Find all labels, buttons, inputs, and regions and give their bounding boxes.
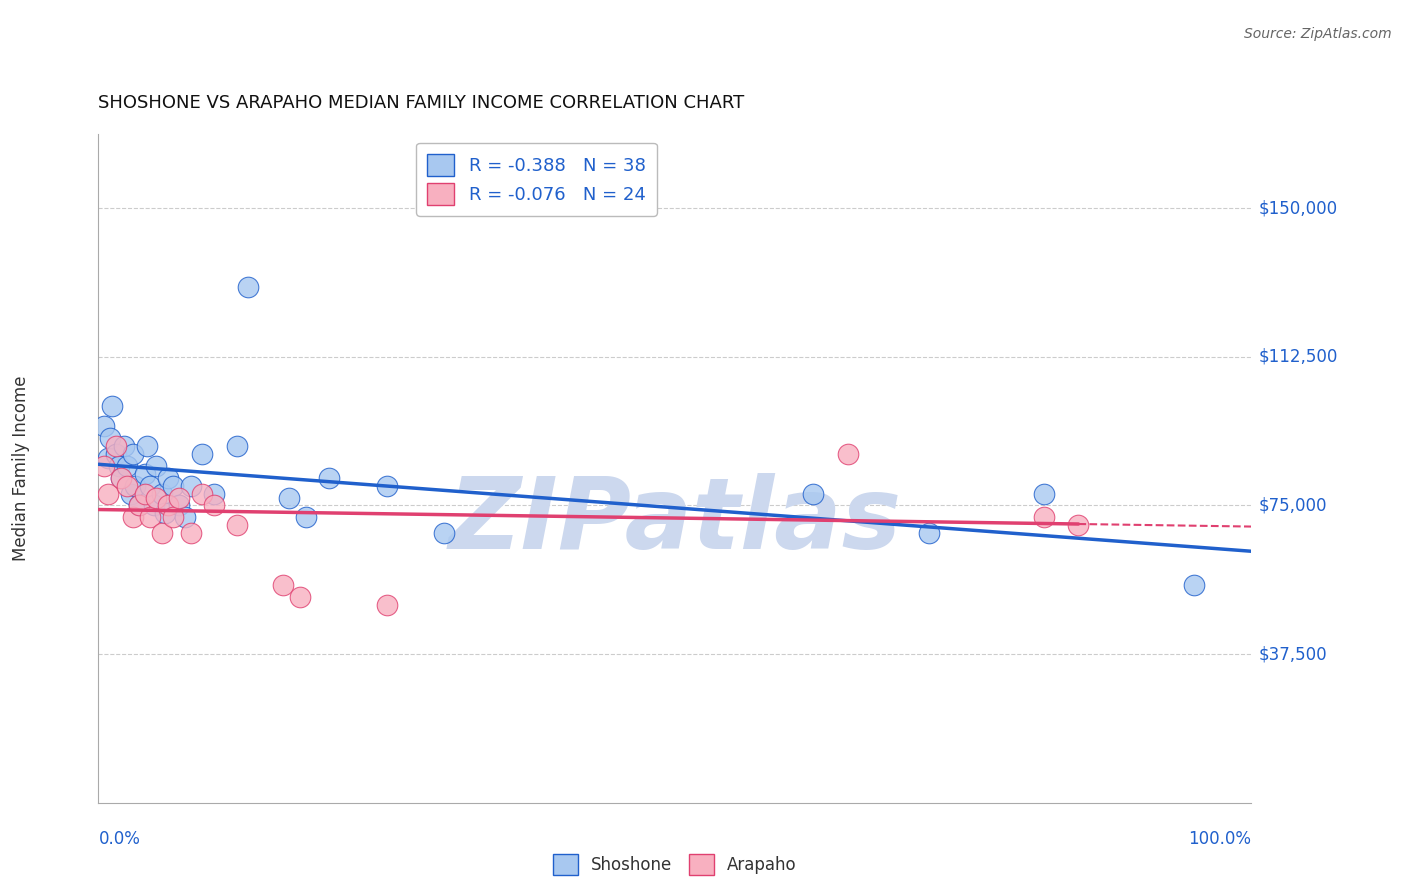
Point [145,458,167,473]
Point [167,491,190,505]
Point [156,471,179,485]
Point [1032,510,1054,524]
Point [1067,518,1090,533]
Point [134,486,156,500]
Point [97,486,120,500]
Point [162,510,184,524]
Point [104,447,127,461]
Point [375,478,398,492]
Point [122,510,145,524]
Point [128,499,150,513]
Point [156,499,179,513]
Point [162,478,184,492]
Point [134,467,156,481]
Point [837,447,859,461]
Text: $150,000: $150,000 [1258,199,1337,217]
Point [93,458,115,473]
Point [180,526,202,541]
Point [124,478,146,492]
Text: 100.0%: 100.0% [1188,830,1251,847]
Point [238,280,260,294]
Text: $112,500: $112,500 [1258,348,1337,366]
Point [108,458,131,473]
Point [117,458,138,473]
Point [139,478,162,492]
Point [150,486,173,500]
Point [135,439,157,453]
Point [277,491,299,505]
Point [120,486,142,500]
Point [167,499,190,513]
Point [112,439,135,453]
Point [128,499,150,513]
Point [375,598,398,612]
Legend: Shoshone, Arapaho: Shoshone, Arapaho [546,847,804,881]
Point [191,447,214,461]
Point [202,499,225,513]
Point [271,578,294,592]
Text: Source: ZipAtlas.com: Source: ZipAtlas.com [1244,27,1392,41]
Point [110,471,132,485]
Point [180,478,202,492]
Point [155,507,177,521]
Point [290,590,312,604]
Point [295,510,318,524]
Point [225,439,247,453]
Point [117,478,138,492]
Point [917,526,939,541]
Point [191,486,214,500]
Point [1032,486,1054,500]
Point [145,491,167,505]
Text: $37,500: $37,500 [1258,645,1327,663]
Point [318,471,340,485]
Text: Median Family Income: Median Family Income [13,376,30,561]
Point [98,431,121,445]
Point [150,526,173,541]
Text: ZIPatlas: ZIPatlas [449,474,901,570]
Point [122,447,145,461]
Point [110,471,132,485]
Point [174,510,197,524]
Point [104,439,127,453]
Text: $75,000: $75,000 [1258,497,1327,515]
Point [97,450,120,465]
Point [93,419,115,434]
Point [142,499,165,513]
Point [101,400,124,414]
Point [139,510,162,524]
Text: SHOSHONE VS ARAPAHO MEDIAN FAMILY INCOME CORRELATION CHART: SHOSHONE VS ARAPAHO MEDIAN FAMILY INCOME… [98,94,745,112]
Text: 0.0%: 0.0% [98,830,141,847]
Point [202,486,225,500]
Point [1182,578,1205,592]
Point [225,518,247,533]
Point [433,526,456,541]
Point [801,486,824,500]
